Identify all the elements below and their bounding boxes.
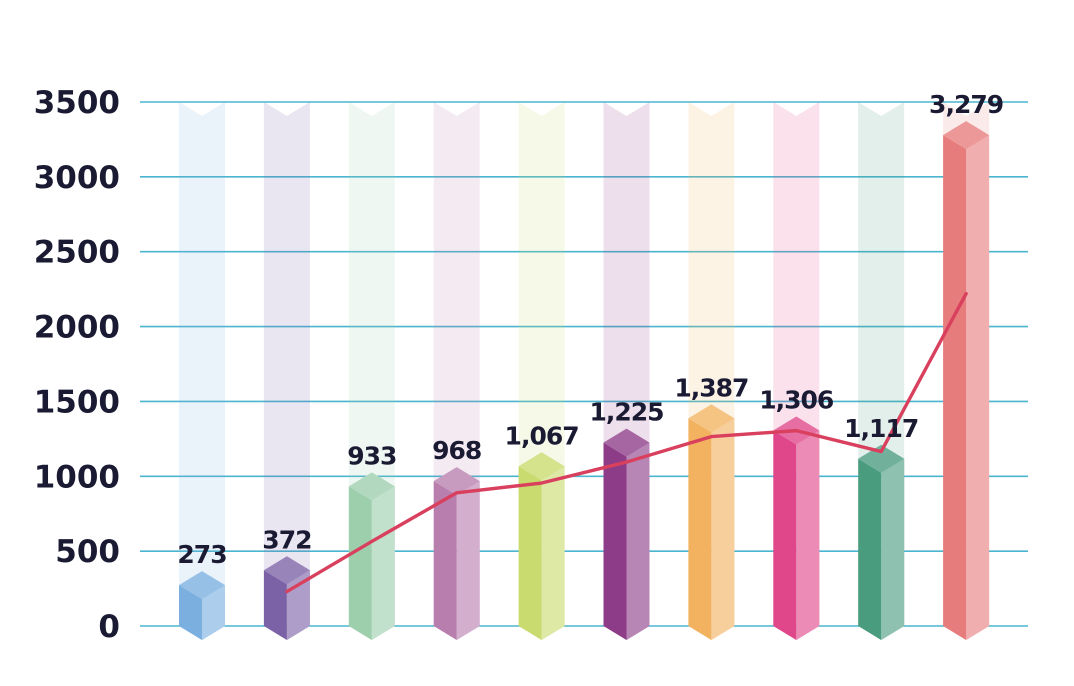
bar-background <box>179 102 225 640</box>
bar-face-right <box>881 458 905 640</box>
y-tick-label: 0 <box>98 609 120 645</box>
bar-cap-highlight <box>943 121 990 150</box>
bar-face-right <box>202 585 225 640</box>
bar-cap <box>348 472 395 501</box>
bar <box>943 102 990 640</box>
bar-cap <box>433 467 480 496</box>
bar-face-highlight <box>881 458 905 640</box>
bar-cap <box>858 444 905 473</box>
y-tick-label: 2500 <box>34 235 120 271</box>
bar-face-left <box>943 135 967 640</box>
trend-line-group <box>285 291 968 594</box>
bar-face-left <box>603 442 627 640</box>
bar-face-left <box>858 458 882 640</box>
bar-face-highlight <box>796 430 820 640</box>
bar-face-right <box>711 418 735 640</box>
bar-background <box>263 102 310 640</box>
bar-cap-highlight <box>518 452 565 481</box>
bar-face-right <box>456 481 480 640</box>
bar <box>688 102 735 640</box>
bar-face-left <box>688 418 712 640</box>
y-tick-label: 3500 <box>34 85 120 121</box>
y-tick-label: 500 <box>55 534 120 570</box>
bar-face-highlight <box>456 481 480 640</box>
data-labels: 273 372 933 968 1,067 1,225 1,387 1,306 1,117 3,2… <box>177 90 1004 569</box>
bars <box>179 102 990 640</box>
bar-cap <box>263 556 310 585</box>
data-label: 372 <box>262 525 311 554</box>
bar-cap <box>603 428 650 457</box>
bar-face-right <box>541 466 565 640</box>
data-label: 1,306 <box>759 385 834 414</box>
bar <box>773 102 820 640</box>
y-tick-label: 2000 <box>34 310 120 346</box>
bar-face-right <box>626 442 650 640</box>
bar-cap <box>179 571 225 600</box>
gridlines <box>140 101 1028 627</box>
data-label: 1,067 <box>505 421 579 450</box>
y-tick-label: 1000 <box>34 459 120 495</box>
bar-face-left <box>433 481 457 640</box>
bar-face-highlight <box>626 442 650 640</box>
bar-cap-highlight <box>179 571 225 600</box>
data-label: 1,387 <box>674 373 748 402</box>
bar-face-left <box>179 585 202 640</box>
data-label: 1,225 <box>589 398 663 427</box>
y-tick-label: 1500 <box>34 384 120 420</box>
bar <box>433 102 480 640</box>
bar-cap-highlight <box>688 404 735 433</box>
bar-face-right <box>966 135 990 640</box>
data-label: 3,279 <box>929 90 1003 119</box>
bar-cap <box>688 404 735 433</box>
bar-face-highlight <box>541 466 565 640</box>
bar-face-right <box>796 430 820 640</box>
bar <box>603 102 650 640</box>
bar-face-highlight <box>711 418 735 640</box>
bar-cap <box>518 452 565 481</box>
data-label: 273 <box>177 540 226 569</box>
bar-face-highlight <box>966 135 990 640</box>
bar-face-left <box>518 466 542 640</box>
bar-cap-highlight <box>603 428 650 457</box>
y-tick-label: 3000 <box>34 160 120 196</box>
data-label: 933 <box>347 441 396 470</box>
bar <box>263 102 310 640</box>
data-label: 968 <box>432 436 481 465</box>
bar-cap-highlight <box>263 556 310 585</box>
bar-face-left <box>348 486 372 640</box>
y-axis-ticks: 0 500 1000 1500 2000 2500 3000 3500 <box>34 85 120 645</box>
bar-face-left <box>263 570 287 640</box>
trend-line <box>285 291 968 594</box>
bar-cap-highlight <box>348 472 395 501</box>
bar-face-left <box>773 430 797 640</box>
data-label: 1,117 <box>844 414 918 443</box>
bar-cap <box>943 121 990 150</box>
bar-face-highlight <box>202 585 225 640</box>
bar-face-right <box>371 486 395 640</box>
bar-cap-highlight <box>433 467 480 496</box>
bar-cap-highlight <box>858 444 905 473</box>
bar-face-highlight <box>371 486 395 640</box>
bar <box>518 102 565 640</box>
bar <box>858 102 905 640</box>
bar <box>179 102 225 640</box>
bar <box>348 102 395 640</box>
